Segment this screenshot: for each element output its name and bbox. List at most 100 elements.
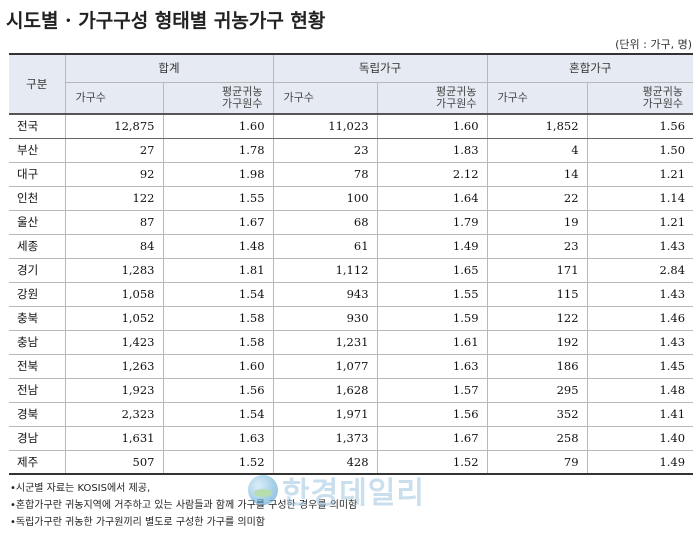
mixed-avg-members-cell: 1.40: [586, 425, 694, 451]
unit-label: (단위 : 가구, 명): [615, 38, 692, 51]
mixed-avg-members-cell: 1.43: [586, 281, 694, 307]
mixed-avg-members-cell: 1.50: [586, 137, 694, 163]
header-households: 가구수: [65, 81, 164, 115]
total-avg-members-cell: 1.56: [162, 377, 274, 403]
table-row: 인천 122 1.55 100 1.64 22 1.14: [9, 185, 694, 211]
region-cell: 제주: [9, 449, 66, 475]
footnote: •혼합가구란 귀농지역에 거주하고 있는 사람들과 함께 가구를 구성한 경우를…: [10, 500, 358, 511]
independent-avg-members-cell: 1.49: [376, 233, 488, 259]
mixed-avg-members-cell: 1.21: [586, 209, 694, 235]
total-households-cell: 92: [64, 161, 164, 187]
mixed-households-cell: 295: [486, 377, 588, 403]
independent-avg-members-cell: 1.59: [376, 305, 488, 331]
header-avg-members: 평균귀농 가구원수: [162, 81, 274, 115]
table-row: 울산 87 1.67 68 1.79 19 1.21: [9, 209, 694, 235]
header-avg-members: 평균귀농 가구원수: [376, 81, 488, 115]
table-body: 전국 12,875 1.60 11,023 1.60 1,852 1.56 부산 27 1.78 2…: [9, 113, 694, 475]
independent-avg-members-cell: 1.65: [376, 257, 488, 283]
mixed-avg-members-cell: 1.48: [586, 377, 694, 403]
total-avg-members-cell: 1.78: [162, 137, 274, 163]
total-avg-members-cell: 1.58: [162, 329, 274, 355]
independent-avg-members-cell: 1.79: [376, 209, 488, 235]
independent-avg-members-cell: 1.63: [376, 353, 488, 379]
region-cell: 세종: [9, 233, 66, 259]
independent-avg-members-cell: 1.57: [376, 377, 488, 403]
total-avg-members-cell: 1.55: [162, 185, 274, 211]
independent-households-cell: 11,023: [272, 113, 378, 139]
total-avg-members-cell: 1.54: [162, 401, 274, 427]
mixed-households-cell: 22: [486, 185, 588, 211]
total-households-cell: 1,283: [64, 257, 164, 283]
mixed-avg-members-cell: 1.43: [586, 233, 694, 259]
table-row: 경남 1,631 1.63 1,373 1.67 258 1.40: [9, 425, 694, 451]
mixed-avg-members-cell: 1.49: [586, 449, 694, 475]
total-households-cell: 87: [64, 209, 164, 235]
mixed-households-cell: 14: [486, 161, 588, 187]
total-avg-members-cell: 1.60: [162, 353, 274, 379]
total-avg-members-cell: 1.60: [162, 113, 274, 139]
independent-avg-members-cell: 1.83: [376, 137, 488, 163]
total-households-cell: 84: [64, 233, 164, 259]
mixed-households-cell: 79: [486, 449, 588, 475]
independent-households-cell: 930: [272, 305, 378, 331]
total-households-cell: 1,058: [64, 281, 164, 307]
header-group-independent: 독립가구: [272, 53, 488, 83]
total-households-cell: 122: [64, 185, 164, 211]
independent-households-cell: 943: [272, 281, 378, 307]
mixed-households-cell: 186: [486, 353, 588, 379]
total-avg-members-cell: 1.98: [162, 161, 274, 187]
independent-avg-members-cell: 1.55: [376, 281, 488, 307]
independent-avg-members-cell: 1.64: [376, 185, 488, 211]
header-region: 구분: [9, 53, 66, 115]
region-cell: 경기: [9, 257, 66, 283]
independent-households-cell: 61: [272, 233, 378, 259]
region-cell: 경북: [9, 401, 66, 427]
total-avg-members-cell: 1.48: [162, 233, 274, 259]
table-row: 충남 1,423 1.58 1,231 1.61 192 1.43: [9, 329, 694, 355]
mixed-households-cell: 192: [486, 329, 588, 355]
independent-households-cell: 1,628: [272, 377, 378, 403]
independent-households-cell: 428: [272, 449, 378, 475]
independent-avg-members-cell: 1.60: [376, 113, 488, 139]
header-avg-members: 평균귀농 가구원수: [586, 81, 694, 115]
table-row: 전북 1,263 1.60 1,077 1.63 186 1.45: [9, 353, 694, 379]
total-households-cell: 1,052: [64, 305, 164, 331]
mixed-avg-members-cell: 1.46: [586, 305, 694, 331]
independent-avg-members-cell: 1.61: [376, 329, 488, 355]
region-cell: 강원: [9, 281, 66, 307]
table-row: 강원 1,058 1.54 943 1.55 115 1.43: [9, 281, 694, 307]
mixed-avg-members-cell: 1.43: [586, 329, 694, 355]
mixed-households-cell: 115: [486, 281, 588, 307]
total-households-cell: 27: [64, 137, 164, 163]
header-households: 가구수: [272, 81, 378, 115]
independent-households-cell: 1,077: [272, 353, 378, 379]
region-cell: 부산: [9, 137, 66, 163]
mixed-avg-members-cell: 1.14: [586, 185, 694, 211]
total-households-cell: 1,923: [64, 377, 164, 403]
region-cell: 인천: [9, 185, 66, 211]
total-avg-members-cell: 1.67: [162, 209, 274, 235]
mixed-households-cell: 23: [486, 233, 588, 259]
header-group-total: 합계: [64, 53, 274, 83]
total-avg-members-cell: 1.52: [162, 449, 274, 475]
total-avg-members-cell: 1.54: [162, 281, 274, 307]
total-avg-members-cell: 1.81: [162, 257, 274, 283]
independent-avg-members-cell: 1.56: [376, 401, 488, 427]
table-row: 충북 1,052 1.58 930 1.59 122 1.46: [9, 305, 694, 331]
total-households-cell: 2,323: [64, 401, 164, 427]
footnote: •시군별 자료는 KOSIS에서 제공,: [10, 483, 151, 494]
table-row: 대구 92 1.98 78 2.12 14 1.21: [9, 161, 694, 187]
independent-households-cell: 23: [272, 137, 378, 163]
total-households-cell: 12,875: [64, 113, 164, 139]
footnote: •독립가구란 귀농한 가구원끼리 별도로 구성한 가구를 의미함: [10, 517, 265, 528]
mixed-avg-members-cell: 1.41: [586, 401, 694, 427]
mixed-avg-members-cell: 2.84: [586, 257, 694, 283]
mixed-avg-members-cell: 1.45: [586, 353, 694, 379]
total-households-cell: 1,263: [64, 353, 164, 379]
mixed-avg-members-cell: 1.21: [586, 161, 694, 187]
independent-households-cell: 1,971: [272, 401, 378, 427]
page-title: 시도별 · 가구구성 형태별 귀농가구 현황: [6, 10, 326, 32]
table-row: 부산 27 1.78 23 1.83 4 1.50: [9, 137, 694, 163]
independent-households-cell: 78: [272, 161, 378, 187]
table-row: 제주 507 1.52 428 1.52 79 1.49: [9, 449, 694, 475]
